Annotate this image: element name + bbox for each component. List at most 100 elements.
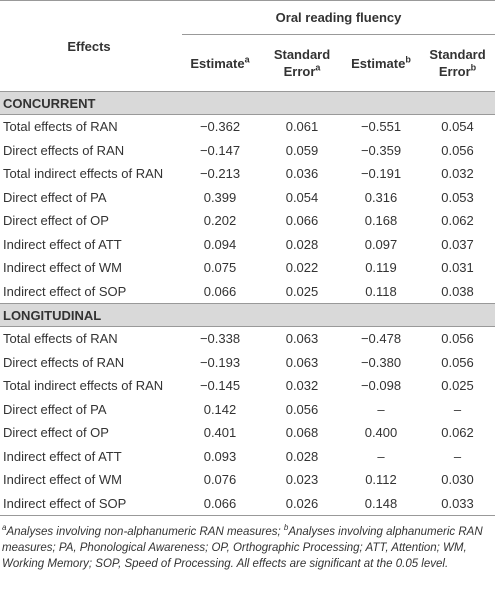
table-row: Indirect effect of SOP 0.066 0.026 0.148 0.0… <box>0 491 495 516</box>
table-cell: −0.478 <box>360 331 402 347</box>
table-cell: −0.380 <box>360 354 402 370</box>
table-cell: 0.032 <box>441 166 474 182</box>
table-cell: 0.063 <box>285 331 319 347</box>
table-cell: 0.062 <box>441 213 474 229</box>
table-cell: 0.075 <box>203 260 237 276</box>
superscript: a <box>244 54 250 65</box>
row-label: Total effects of RAN <box>3 119 118 135</box>
table-cell: −0.213 <box>199 166 241 182</box>
table-row: Indirect effect of ATT 0.093 0.028 – – <box>0 445 495 469</box>
table-cell: 0.025 <box>285 283 319 299</box>
footnote-text: Analyses involving alphanumeric RAN meas… <box>2 526 483 570</box>
table-cell: 0.053 <box>441 189 474 205</box>
row-label: Indirect effect of ATT <box>3 236 122 252</box>
table-cell: 0.401 <box>203 425 237 441</box>
table-cell: 0.076 <box>203 472 237 488</box>
table-cell: 0.112 <box>365 472 397 488</box>
table-cell: – <box>377 448 385 464</box>
column-header: Estimatea <box>178 35 262 92</box>
row-label: Direct effect of PA <box>3 401 107 417</box>
table-cell: 0.037 <box>441 236 474 252</box>
table-header: Effects Oral reading fluency Estimatea S… <box>0 1 495 92</box>
column-header: Standard Errorb <box>420 35 495 92</box>
table-cell: 0.061 <box>285 119 319 135</box>
column-label: Estimate <box>190 55 245 71</box>
row-label: Direct effects of RAN <box>3 142 125 158</box>
column-header: Standard Errora <box>262 35 342 92</box>
superscript: b <box>405 54 411 65</box>
column-label: Standard Error <box>273 47 331 79</box>
section-title: LONGITUDINAL <box>0 303 495 327</box>
superscript: b <box>283 523 289 533</box>
table-cell: −0.362 <box>199 119 241 135</box>
table-cell: 0.028 <box>285 448 319 464</box>
superscript: a <box>2 523 7 533</box>
table-cell: 0.033 <box>420 491 495 516</box>
table-cell: 0.316 <box>364 189 398 205</box>
table-row: Direct effects of RAN −0.193 0.063 −0.380 0.… <box>0 351 495 375</box>
table-cell: – <box>377 401 385 417</box>
table-cell: 0.168 <box>364 213 398 229</box>
table-cell: 0.142 <box>203 401 237 417</box>
table-cell: −0.147 <box>199 142 241 158</box>
table-cell: 0.093 <box>203 448 237 464</box>
table-row: Total effects of RAN −0.362 0.061 −0.551 0.0… <box>0 115 495 139</box>
table-cell: −0.193 <box>199 354 241 370</box>
table-cell: 0.068 <box>285 425 319 441</box>
table-cell: −0.338 <box>199 331 241 347</box>
row-label: Indirect effect of ATT <box>3 448 122 464</box>
table-cell: 0.119 <box>365 260 397 276</box>
table-cell: −0.098 <box>360 378 402 394</box>
section-row: LONGITUDINAL <box>0 303 495 327</box>
group-header: Oral reading fluency <box>178 1 495 35</box>
table-cell: −0.191 <box>360 166 402 182</box>
table-cell: 0.038 <box>441 283 474 299</box>
table-cell: 0.031 <box>441 260 474 276</box>
table-cell: 0.399 <box>203 189 237 205</box>
row-label: Indirect effect of WM <box>3 472 122 488</box>
table-row: Indirect effect of ATT 0.094 0.028 0.097 0.0… <box>0 233 495 257</box>
table-cell: 0.054 <box>285 189 319 205</box>
table-body: CONCURRENT Total effects of RAN −0.362 0.06… <box>0 91 495 516</box>
table-cell: 0.118 <box>365 283 397 299</box>
table-cell: 0.026 <box>262 491 342 516</box>
table-cell: – <box>453 401 462 417</box>
table-row: Direct effect of OP 0.202 0.066 0.168 0.062 <box>0 209 495 233</box>
table-cell: 0.066 <box>178 491 262 516</box>
table-row: Direct effect of PA 0.399 0.054 0.316 0.053 <box>0 186 495 210</box>
superscript: a <box>315 62 321 73</box>
table-cell: 0.097 <box>364 236 398 252</box>
table-row: Direct effect of OP 0.401 0.068 0.400 0.062 <box>0 421 495 445</box>
superscript: b <box>470 62 477 73</box>
table-row: Direct effects of RAN −0.147 0.059 −0.359 0.… <box>0 139 495 163</box>
results-table: Effects Oral reading fluency Estimatea S… <box>0 0 495 516</box>
table-cell: −0.359 <box>360 142 402 158</box>
table-cell: 0.022 <box>285 260 319 276</box>
table-cell: – <box>453 448 462 464</box>
table-row: Indirect effect of WM 0.076 0.023 0.112 0.03… <box>0 468 495 492</box>
group-header-text: Oral reading fluency <box>182 1 495 35</box>
row-label: Direct effect of OP <box>3 213 109 229</box>
table-cell: 0.056 <box>441 354 474 370</box>
table-cell: 0.400 <box>364 425 398 441</box>
row-label: Total indirect effects of RAN <box>3 378 164 394</box>
table-cell: 0.056 <box>441 331 474 347</box>
table-cell: 0.094 <box>203 236 237 252</box>
table-cell: 0.025 <box>441 378 474 394</box>
table-row: Total effects of RAN −0.338 0.063 −0.478 0.0… <box>0 327 495 351</box>
table-row: Direct effect of PA 0.142 0.056 – – <box>0 398 495 422</box>
table-cell: 0.028 <box>285 236 319 252</box>
table-cell: 0.054 <box>441 119 474 135</box>
row-label: Indirect effect of SOP <box>0 491 178 516</box>
table-cell: 0.032 <box>285 378 319 394</box>
row-label: Indirect effect of WM <box>3 260 122 276</box>
row-label: Direct effects of RAN <box>3 354 125 370</box>
row-label: Total effects of RAN <box>3 331 118 347</box>
table-cell: 0.030 <box>441 472 474 488</box>
column-label: Estimate <box>351 55 406 71</box>
column-header: Estimateb <box>342 35 420 92</box>
row-label: Total indirect effects of RAN <box>3 166 164 182</box>
table-row: Indirect effect of SOP 0.066 0.025 0.118 0.0… <box>0 280 495 304</box>
column-label: Standard Error <box>429 47 486 79</box>
